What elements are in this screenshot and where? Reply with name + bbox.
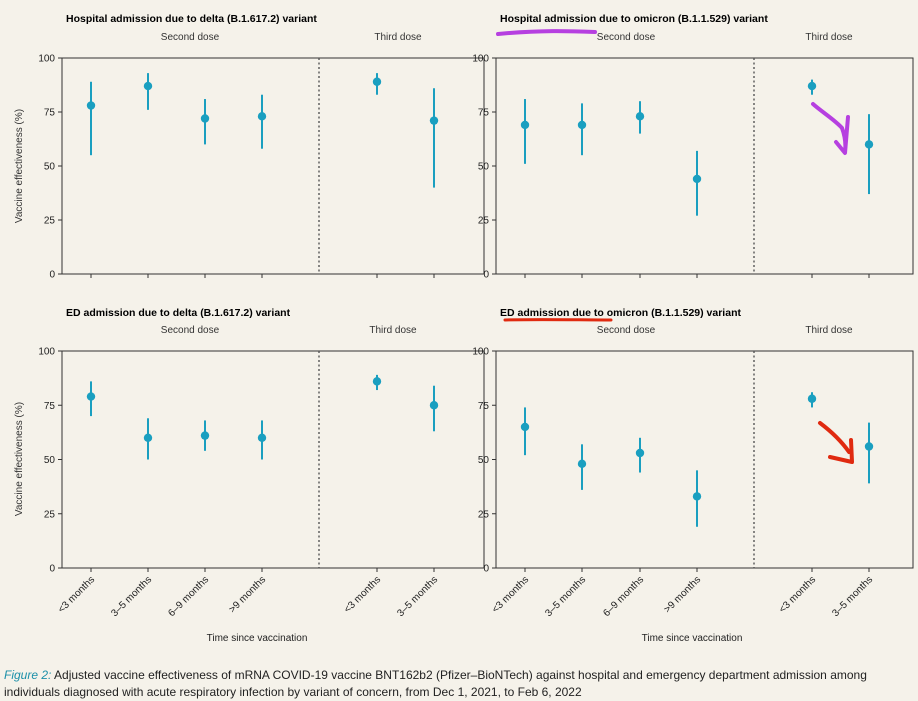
panel-3-x-tick-label: 3–5 months: [830, 574, 875, 619]
panel-1-second-dose-2-point: [636, 112, 644, 120]
panel-3-y-tick-label: 50: [478, 455, 490, 466]
y-axis-label-bottom: Vaccine effectiveness (%): [14, 402, 25, 516]
panel-0-third-dose-1-point: [430, 116, 438, 124]
panel-2-second-dose-1-point: [144, 434, 152, 442]
panel-3-third-dose-0-point: [808, 395, 816, 403]
panel-3-second-dose-0-point: [521, 423, 529, 431]
panel-3-second-dose-3-point: [693, 492, 701, 500]
panel-3-y-tick-label: 25: [478, 509, 490, 520]
panel-3-second-dose-2-point: [636, 449, 644, 457]
panel-0-y-tick-label: 75: [44, 108, 56, 119]
panel-1-second-dose-3-point: [693, 175, 701, 183]
panel-2-second-dose-label: Second dose: [161, 325, 220, 336]
figure: Hospital admission due to delta (B.1.617…: [0, 0, 918, 665]
panel-2-y-tick-label: 25: [44, 509, 56, 520]
panel-3-y-tick-label: 0: [483, 564, 489, 575]
panel-1-y-tick-label: 50: [478, 162, 490, 173]
panel-0-second-dose-3-point: [258, 112, 266, 120]
panel-0-second-dose-label: Second dose: [161, 32, 220, 43]
panel-3-third-dose-1-point: [865, 442, 873, 450]
panel-1-y-tick-label: 75: [478, 108, 490, 119]
panel-3-second-dose-label: Second dose: [597, 325, 656, 336]
panel-title-0: Hospital admission due to delta (B.1.617…: [66, 13, 317, 25]
x-axis-label-right: Time since vaccination: [642, 633, 743, 644]
panel-2-third-dose-label: Third dose: [369, 325, 417, 336]
panel-0-second-dose-2-point: [201, 114, 209, 122]
caption-label: Figure 2:: [4, 668, 51, 682]
panel-3-x-tick-label: <3 months: [490, 574, 531, 615]
panel-2-x-tick-label: 3–5 months: [395, 574, 440, 619]
panel-2-y-tick-label: 50: [44, 455, 56, 466]
panel-3-x-tick-label: >9 months: [662, 574, 703, 615]
panel-0-second-dose-1-point: [144, 82, 152, 90]
panel-2-x-tick-label: 3–5 months: [109, 574, 154, 619]
panel-1-second-dose-1-point: [578, 121, 586, 129]
panel-1-y-tick-label: 100: [472, 54, 489, 65]
panel-0-third-dose-0-point: [373, 78, 381, 86]
panel-1-y-tick-label: 0: [483, 270, 489, 281]
panel-1-y-tick-label: 25: [478, 216, 490, 227]
panel-3-second-dose-1-point: [578, 460, 586, 468]
panel-1-frame: [496, 58, 913, 274]
y-axis-label-top: Vaccine effectiveness (%): [14, 109, 25, 223]
panel-2-second-dose-2-point: [201, 431, 209, 439]
panel-0-third-dose-label: Third dose: [374, 32, 422, 43]
panel-3-x-tick-label: <3 months: [777, 574, 818, 615]
purple-underline-annotation: [498, 31, 595, 34]
panel-0-y-tick-label: 50: [44, 162, 56, 173]
panel-2-third-dose-0-point: [373, 377, 381, 385]
x-axis-label-left: Time since vaccination: [207, 633, 308, 644]
panel-1-second-dose-0-point: [521, 121, 529, 129]
panel-title-2: ED admission due to delta (B.1.617.2) va…: [66, 307, 291, 319]
panel-0-y-tick-label: 25: [44, 216, 56, 227]
panel-2-x-tick-label: 6–9 months: [166, 574, 211, 619]
panel-2-y-tick-label: 75: [44, 401, 56, 412]
panel-0-second-dose-0-point: [87, 101, 95, 109]
panel-2-x-tick-label: >9 months: [227, 574, 268, 615]
panel-3-third-dose-label: Third dose: [805, 325, 853, 336]
panel-2-second-dose-3-point: [258, 434, 266, 442]
panel-2-third-dose-1-point: [430, 401, 438, 409]
panel-3-y-tick-label: 100: [472, 347, 489, 358]
panel-1-third-dose-1-point: [865, 140, 873, 148]
panel-3-y-tick-label: 75: [478, 401, 490, 412]
caption-text: Adjusted vaccine effectiveness of mRNA C…: [4, 668, 867, 699]
panel-0-frame: [62, 58, 484, 274]
panel-2-frame: [62, 351, 484, 568]
panel-2-y-tick-label: 100: [38, 347, 55, 358]
panel-1-third-dose-label: Third dose: [805, 32, 853, 43]
panel-1-second-dose-label: Second dose: [597, 32, 656, 43]
panel-2-second-dose-0-point: [87, 392, 95, 400]
panel-2-x-tick-label: <3 months: [342, 574, 383, 615]
purple-arrow-annotation: [813, 104, 848, 153]
panel-title-1: Hospital admission due to omicron (B.1.1…: [500, 13, 768, 25]
red-arrow-annotation: [820, 423, 852, 462]
panel-2-y-tick-label: 0: [49, 564, 55, 575]
panel-1-third-dose-0-point: [808, 82, 816, 90]
figure-caption: Figure 2: Adjusted vaccine effectiveness…: [4, 667, 914, 701]
panel-0-y-tick-label: 0: [49, 270, 55, 281]
panel-title-3: ED admission due to omicron (B.1.1.529) …: [500, 307, 741, 319]
panel-0-y-tick-label: 100: [38, 54, 55, 65]
panel-2-x-tick-label: <3 months: [56, 574, 97, 615]
panel-3-x-tick-label: 3–5 months: [543, 574, 588, 619]
panel-3-x-tick-label: 6–9 months: [601, 574, 646, 619]
